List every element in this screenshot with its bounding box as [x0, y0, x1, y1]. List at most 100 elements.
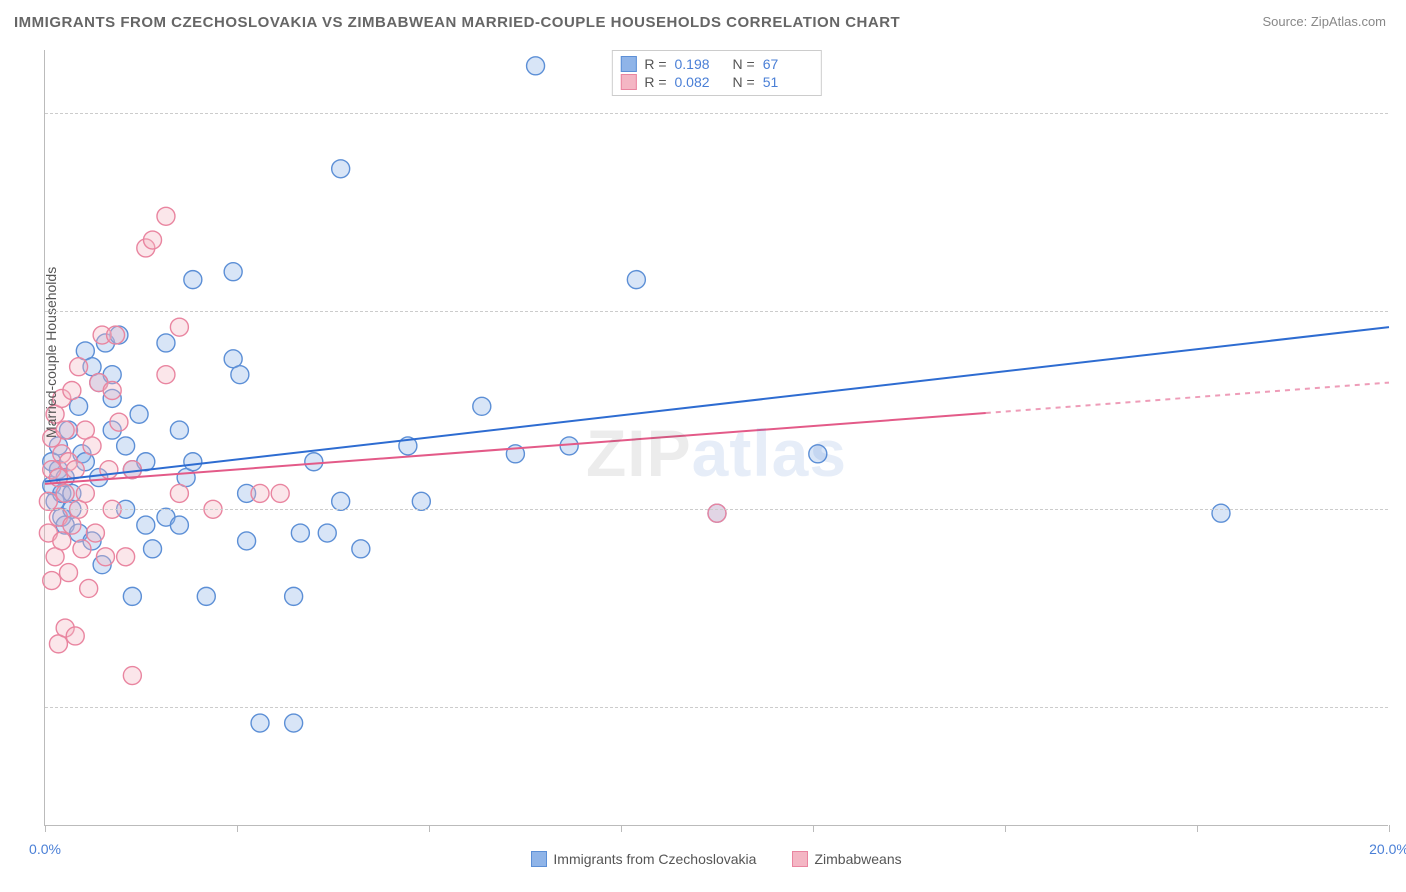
legend-n-label: N = — [733, 74, 755, 90]
legend-series-name: Immigrants from Czechoslovakia — [553, 851, 756, 867]
scatter-point — [170, 421, 188, 439]
legend-n-value: 67 — [763, 56, 813, 72]
scatter-point — [251, 714, 269, 732]
scatter-point — [56, 484, 74, 502]
x-tick — [1389, 825, 1390, 832]
scatter-point — [144, 231, 162, 249]
scatter-point — [627, 271, 645, 289]
scatter-point — [305, 453, 323, 471]
legend-r-value: 0.198 — [675, 56, 725, 72]
scatter-point — [184, 453, 202, 471]
trend-line-extrapolated — [986, 383, 1389, 413]
scatter-point — [1212, 504, 1230, 522]
legend-swatch — [620, 56, 636, 72]
scatter-point — [39, 492, 57, 510]
scatter-point — [352, 540, 370, 558]
scatter-point — [86, 524, 104, 542]
scatter-point — [66, 461, 84, 479]
legend-top-row: R = 0.198 N = 67 — [620, 55, 812, 73]
chart-title: IMMIGRANTS FROM CZECHOSLOVAKIA VS ZIMBAB… — [14, 14, 900, 31]
gridline — [45, 509, 1388, 510]
scatter-point — [157, 207, 175, 225]
legend-series-name: Zimbabweans — [814, 851, 901, 867]
scatter-point — [231, 366, 249, 384]
scatter-point — [130, 405, 148, 423]
scatter-point — [103, 381, 121, 399]
scatter-point — [197, 587, 215, 605]
scatter-point — [43, 572, 61, 590]
scatter-point — [123, 587, 141, 605]
x-tick — [1197, 825, 1198, 832]
scatter-point — [238, 532, 256, 550]
x-tick-label: 20.0% — [1369, 841, 1406, 857]
scatter-point — [285, 587, 303, 605]
legend-bottom-item: Zimbabweans — [792, 851, 901, 867]
legend-r-label: R = — [644, 56, 666, 72]
legend-top-row: R = 0.082 N = 51 — [620, 73, 812, 91]
legend-bottom: Immigrants from Czechoslovakia Zimbabwean… — [45, 851, 1388, 867]
plot-area: ZIPatlas R = 0.198 N = 67 R = 0.082 N = 51 Marr… — [44, 50, 1388, 826]
scatter-point — [170, 484, 188, 502]
scatter-point — [184, 271, 202, 289]
scatter-point — [123, 667, 141, 685]
legend-bottom-item: Immigrants from Czechoslovakia — [531, 851, 756, 867]
gridline — [45, 311, 1388, 312]
x-tick — [45, 825, 46, 832]
scatter-point — [53, 532, 71, 550]
x-tick — [621, 825, 622, 832]
scatter-point — [271, 484, 289, 502]
legend-r-value: 0.082 — [675, 74, 725, 90]
scatter-point — [318, 524, 336, 542]
scatter-point — [63, 381, 81, 399]
watermark-a: ZIP — [586, 416, 692, 490]
scatter-point — [473, 397, 491, 415]
x-tick — [237, 825, 238, 832]
legend-swatch — [792, 851, 808, 867]
scatter-point — [527, 57, 545, 75]
scatter-point — [291, 524, 309, 542]
scatter-point — [76, 484, 94, 502]
scatter-point — [73, 540, 91, 558]
scatter-point — [332, 492, 350, 510]
scatter-point — [412, 492, 430, 510]
gridline — [45, 707, 1388, 708]
scatter-point — [107, 326, 125, 344]
x-tick-label: 0.0% — [29, 841, 61, 857]
watermark-b: atlas — [692, 416, 847, 490]
scatter-point — [80, 579, 98, 597]
scatter-point — [96, 548, 114, 566]
source-label: Source: ZipAtlas.com — [1262, 14, 1386, 29]
scatter-point — [170, 318, 188, 336]
scatter-point — [117, 548, 135, 566]
gridline — [45, 113, 1388, 114]
scatter-point — [708, 504, 726, 522]
y-axis-label: Married-couple Households — [43, 266, 59, 437]
legend-n-value: 51 — [763, 74, 813, 90]
scatter-point — [117, 437, 135, 455]
scatter-point — [332, 160, 350, 178]
scatter-point — [100, 461, 118, 479]
scatter-point — [66, 627, 84, 645]
scatter-point — [83, 437, 101, 455]
legend-swatch — [620, 74, 636, 90]
watermark: ZIPatlas — [586, 415, 847, 491]
scatter-point — [70, 358, 88, 376]
scatter-point — [157, 366, 175, 384]
scatter-point — [144, 540, 162, 558]
scatter-point — [560, 437, 578, 455]
x-tick — [429, 825, 430, 832]
x-tick — [813, 825, 814, 832]
legend-r-label: R = — [644, 74, 666, 90]
legend-n-label: N = — [733, 56, 755, 72]
legend-top: R = 0.198 N = 67 R = 0.082 N = 51 — [611, 50, 821, 96]
scatter-point — [224, 263, 242, 281]
scatter-point — [251, 484, 269, 502]
scatter-point — [137, 516, 155, 534]
scatter-point — [157, 334, 175, 352]
x-tick — [1005, 825, 1006, 832]
scatter-point — [60, 564, 78, 582]
scatter-point — [170, 516, 188, 534]
scatter-point — [110, 413, 128, 431]
scatter-point — [285, 714, 303, 732]
legend-swatch — [531, 851, 547, 867]
